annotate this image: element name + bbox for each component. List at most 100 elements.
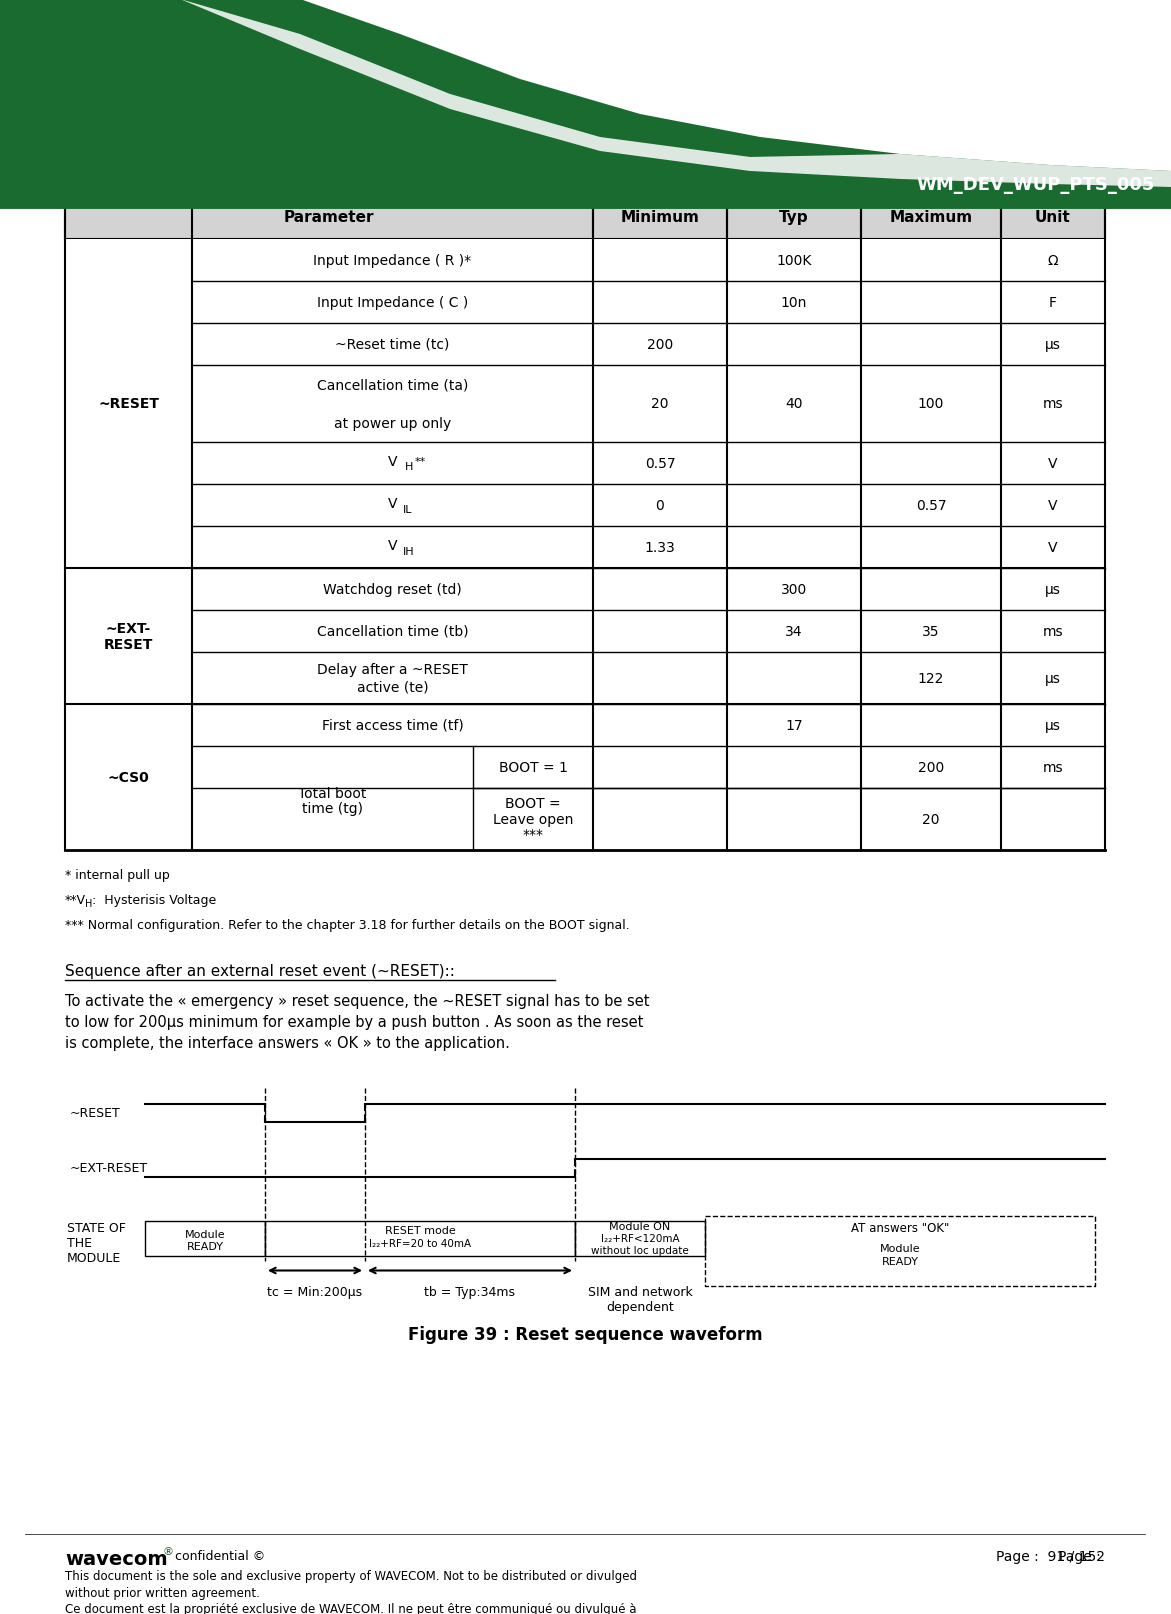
Text: 200: 200 — [918, 760, 944, 775]
Text: V: V — [388, 455, 397, 468]
Bar — [66, 526, 1105, 568]
Text: IL: IL — [403, 505, 412, 515]
Text: tc = Min:200μs: tc = Min:200μs — [267, 1286, 363, 1299]
Text: READY: READY — [186, 1241, 224, 1251]
Bar — [66, 282, 1105, 324]
Text: ***: *** — [522, 828, 543, 843]
Text: 10n: 10n — [781, 295, 807, 310]
Text: Unit: Unit — [1035, 210, 1070, 224]
Text: First access time (tf): First access time (tf) — [322, 718, 464, 733]
Text: Parameter: Parameter — [283, 210, 375, 224]
Text: MODULE: MODULE — [67, 1252, 122, 1265]
Text: ®: ® — [163, 1546, 174, 1556]
Text: 20: 20 — [651, 397, 669, 412]
Text: Figure 39 : Reset sequence waveform: Figure 39 : Reset sequence waveform — [408, 1325, 762, 1344]
Text: 200: 200 — [646, 337, 673, 352]
Text: Module: Module — [879, 1243, 920, 1252]
Text: ®: ® — [178, 42, 192, 56]
Text: BOOT =: BOOT = — [505, 797, 561, 810]
Text: 100K: 100K — [776, 253, 812, 268]
Bar — [66, 705, 1105, 747]
Text: V: V — [388, 539, 397, 552]
Bar — [66, 568, 1105, 610]
Text: Total boot: Total boot — [299, 786, 367, 801]
Bar — [575, 1220, 705, 1256]
Text: **: ** — [415, 457, 426, 466]
Text: H: H — [404, 462, 413, 471]
Bar — [66, 484, 1105, 526]
Text: IH: IH — [403, 547, 415, 557]
Text: Watchdog reset (td): Watchdog reset (td) — [323, 583, 461, 597]
Text: I₂₂+RF<120mA: I₂₂+RF<120mA — [601, 1233, 679, 1243]
Text: at power up only: at power up only — [334, 416, 451, 431]
Text: ~EXT-
RESET: ~EXT- RESET — [104, 621, 153, 652]
Text: ~Reset time (tc): ~Reset time (tc) — [335, 337, 450, 352]
Text: READY: READY — [882, 1256, 918, 1267]
Text: ms: ms — [1042, 397, 1063, 412]
PathPatch shape — [400, 0, 1171, 161]
PathPatch shape — [0, 0, 1171, 210]
Text: THE: THE — [67, 1236, 93, 1249]
Text: Ce document est la propriété exclusive de WAVECOM. Il ne peut être communiqué ou: Ce document est la propriété exclusive d… — [66, 1603, 637, 1614]
Text: ~RESET: ~RESET — [70, 1107, 121, 1120]
Text: V: V — [1048, 499, 1057, 513]
Text: V: V — [388, 497, 397, 510]
Text: wavecom: wavecom — [22, 39, 182, 66]
Text: Delay after a ~RESET: Delay after a ~RESET — [317, 663, 468, 676]
Text: 122: 122 — [918, 671, 944, 686]
Bar — [66, 240, 1105, 282]
Text: confidential ©: confidential © — [174, 1549, 266, 1562]
Text: 0.57: 0.57 — [916, 499, 946, 513]
Text: March 19, 2007: March 19, 2007 — [999, 145, 1155, 165]
Text: SIM and network
dependent: SIM and network dependent — [588, 1286, 692, 1314]
Text: Minimum: Minimum — [621, 210, 699, 224]
Text: * internal pull up: * internal pull up — [66, 868, 170, 881]
Text: 20: 20 — [923, 812, 940, 826]
Text: V: V — [1048, 541, 1057, 555]
Bar — [265, 1220, 575, 1256]
Text: **V: **V — [66, 894, 85, 907]
Text: 0.57: 0.57 — [645, 457, 676, 471]
Text: μs: μs — [1045, 718, 1061, 733]
Text: Cancellation time (ta): Cancellation time (ta) — [317, 378, 468, 392]
Text: time (tg): time (tg) — [302, 802, 363, 815]
Text: 100: 100 — [918, 397, 944, 412]
Text: :  Hysterisis Voltage: : Hysterisis Voltage — [93, 894, 217, 907]
Text: Cancellation time (tb): Cancellation time (tb) — [316, 625, 468, 639]
Text: V: V — [1048, 457, 1057, 471]
PathPatch shape — [180, 0, 1171, 187]
Text: 35: 35 — [923, 625, 940, 639]
Bar — [145, 1220, 265, 1256]
Bar — [66, 652, 1105, 705]
Text: Make it wireless: Make it wireless — [22, 129, 145, 144]
Bar — [66, 366, 1105, 442]
Text: μs: μs — [1045, 583, 1061, 597]
Bar — [66, 324, 1105, 366]
Text: ~RESET: ~RESET — [98, 397, 159, 412]
Text: 0: 0 — [656, 499, 664, 513]
Text: ~CS0: ~CS0 — [108, 770, 150, 784]
Text: μs: μs — [1045, 337, 1061, 352]
Text: BOOT = 1: BOOT = 1 — [499, 760, 568, 775]
Text: 34: 34 — [786, 625, 803, 639]
Text: Page :  91 / 152: Page : 91 / 152 — [997, 1549, 1105, 1562]
Text: To activate the « emergency » reset sequence, the ~RESET signal has to be set
to: To activate the « emergency » reset sequ… — [66, 993, 650, 1051]
Text: WM_DEV_WUP_PTS_005: WM_DEV_WUP_PTS_005 — [917, 176, 1155, 194]
Text: Module: Module — [185, 1230, 225, 1240]
Text: 17: 17 — [786, 718, 803, 733]
Text: Page :: Page : — [1057, 1549, 1105, 1562]
Bar — [66, 442, 1105, 484]
Text: Sequence after an external reset event (~RESET)::: Sequence after an external reset event (… — [66, 964, 454, 978]
Text: Ω: Ω — [1048, 253, 1059, 268]
Bar — [705, 1215, 1095, 1286]
Text: 40: 40 — [786, 397, 803, 412]
Bar — [66, 789, 1105, 851]
Bar — [66, 747, 1105, 789]
Text: Electrical Characteristics of the signals: Electrical Characteristics of the signal… — [388, 166, 782, 184]
Text: Leave open: Leave open — [493, 812, 573, 826]
Text: *** Normal configuration. Refer to the chapter 3.18 for further details on the B: *** Normal configuration. Refer to the c… — [66, 918, 630, 931]
Text: STATE OF: STATE OF — [67, 1222, 125, 1235]
Text: F: F — [1049, 295, 1057, 310]
Text: ~EXT-RESET: ~EXT-RESET — [70, 1162, 148, 1175]
Text: 300: 300 — [781, 583, 807, 597]
